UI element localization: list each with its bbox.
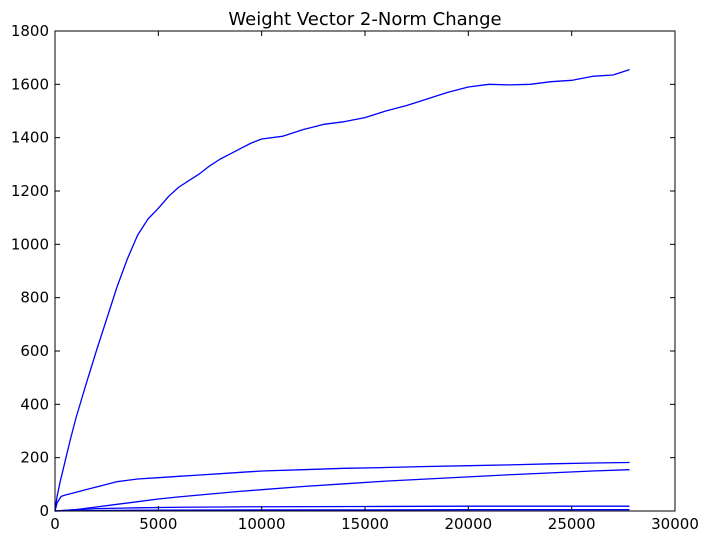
chart-title: Weight Vector 2-Norm Change (228, 9, 501, 30)
x-tick-label: 20000 (444, 515, 492, 533)
y-tick-label: 1000 (11, 235, 49, 253)
y-tick-label: 1400 (11, 129, 49, 147)
series-line-2 (54, 461, 630, 512)
x-tick-label: 10000 (238, 515, 286, 533)
x-tick-label: 0 (50, 515, 60, 533)
series-layer (54, 69, 630, 512)
y-tick-label: 1800 (11, 22, 49, 40)
y-tick-label: 0 (39, 502, 49, 520)
y-tick-label: 1600 (11, 75, 49, 93)
y-tick-label: 800 (20, 289, 49, 307)
y-tick-label: 400 (20, 395, 49, 413)
series-line-3 (54, 469, 630, 512)
series-line-5 (54, 509, 630, 512)
x-tick-label: 5000 (139, 515, 177, 533)
tick-layer: 0 5000 10000 15000 20000 25000 30000 0 200 400 600… (11, 22, 699, 533)
series-line-1 (54, 69, 630, 512)
x-tick-label: 25000 (548, 515, 596, 533)
y-tick-label: 1200 (11, 182, 49, 200)
y-tick-label: 600 (20, 342, 49, 360)
x-tick-label: 15000 (341, 515, 389, 533)
x-tick-label: 30000 (651, 515, 699, 533)
y-tick-label: 200 (20, 449, 49, 467)
series-line-4 (54, 505, 630, 512)
